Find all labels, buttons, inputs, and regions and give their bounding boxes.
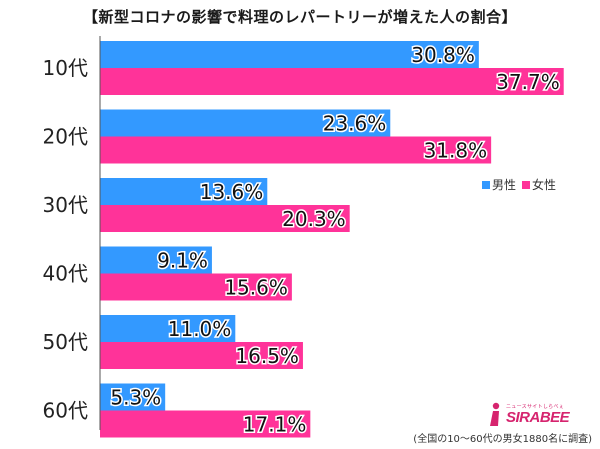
bar-male (100, 246, 212, 274)
value-labels: 30.8% 37.7% 23.6% 31.8% 13.6% 20.3% 9.1% 15.6% 1… (109, 42, 561, 439)
bar-male (100, 383, 166, 411)
legend-label-female: 女性 (532, 178, 557, 192)
bar-male (100, 109, 391, 137)
category-label: 50代 (43, 330, 88, 354)
value-label-male: 11.0% (168, 317, 232, 341)
legend-label-male: 男性 (492, 178, 517, 192)
category-label: 20代 (43, 125, 88, 149)
bar-male (100, 178, 268, 205)
chart-title: 【新型コロナの影響で料理のレパートリーが増えた人の割合】 (82, 8, 517, 26)
bar-female (100, 273, 292, 301)
value-label-female: 37.7% (496, 70, 560, 94)
bar-female (100, 205, 350, 232)
value-label-female: 15.6% (224, 276, 288, 300)
bar-female (100, 136, 492, 164)
category-label: 60代 (43, 399, 88, 423)
bars-group (100, 41, 564, 438)
value-label-female: 16.5% (235, 344, 299, 368)
value-label-female: 17.1% (243, 413, 307, 437)
value-label-female: 31.8% (424, 139, 488, 163)
category-label: 40代 (43, 262, 88, 286)
bar-female (100, 342, 303, 369)
legend-item-male: 男性 (482, 176, 516, 193)
sirabee-logo: ニュースサイトしらべぇ SIRABEE (488, 402, 572, 428)
value-label-male: 30.8% (411, 43, 475, 67)
bar-male (100, 315, 236, 342)
footnote: (全国の10～60代の男女1880名に調査) (413, 434, 592, 445)
legend-item-female: 女性 (522, 176, 556, 193)
value-label-male: 23.6% (323, 112, 387, 136)
category-labels: 10代 20代 30代 40代 50代 60代 (43, 56, 88, 423)
value-label-female: 20.3% (282, 207, 346, 231)
legend: 男性 女性 (482, 176, 557, 193)
category-label: 30代 (43, 193, 88, 217)
bar-female (100, 68, 564, 95)
logo-name: SIRABEE (506, 409, 570, 426)
logo-tagline: ニュースサイトしらべぇ (506, 404, 565, 410)
value-label-male: 13.6% (200, 180, 264, 204)
legend-swatch-female (522, 180, 531, 189)
bar-female (100, 410, 311, 438)
category-label: 10代 (43, 56, 88, 80)
legend-swatch-male (482, 180, 490, 189)
logo-mark-icon (490, 402, 500, 426)
value-label-male: 5.3% (110, 386, 161, 410)
bar-male (100, 41, 479, 68)
value-label-male: 9.1% (157, 249, 208, 273)
